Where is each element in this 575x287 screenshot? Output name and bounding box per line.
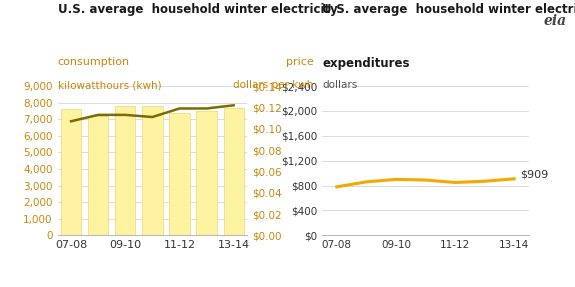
Text: U.S. average  household winter electricity: U.S. average household winter electricit… [322, 3, 575, 16]
Bar [142, 106, 163, 235]
Bar [61, 109, 81, 235]
Text: $909: $909 [520, 169, 549, 179]
Text: consumption: consumption [58, 57, 129, 67]
Bar [115, 106, 136, 235]
Text: U.S. average  household winter electricity: U.S. average household winter electricit… [58, 3, 338, 16]
Text: expenditures: expenditures [322, 57, 409, 70]
Bar [197, 111, 217, 235]
Text: price: price [286, 57, 313, 67]
Text: dollars per kwh: dollars per kwh [233, 80, 313, 90]
Text: eia: eia [543, 14, 566, 28]
Text: dollars: dollars [322, 80, 357, 90]
Bar [88, 116, 108, 235]
Bar [224, 108, 244, 235]
Text: kilowatthours (kwh): kilowatthours (kwh) [58, 80, 161, 90]
Bar [169, 113, 190, 235]
